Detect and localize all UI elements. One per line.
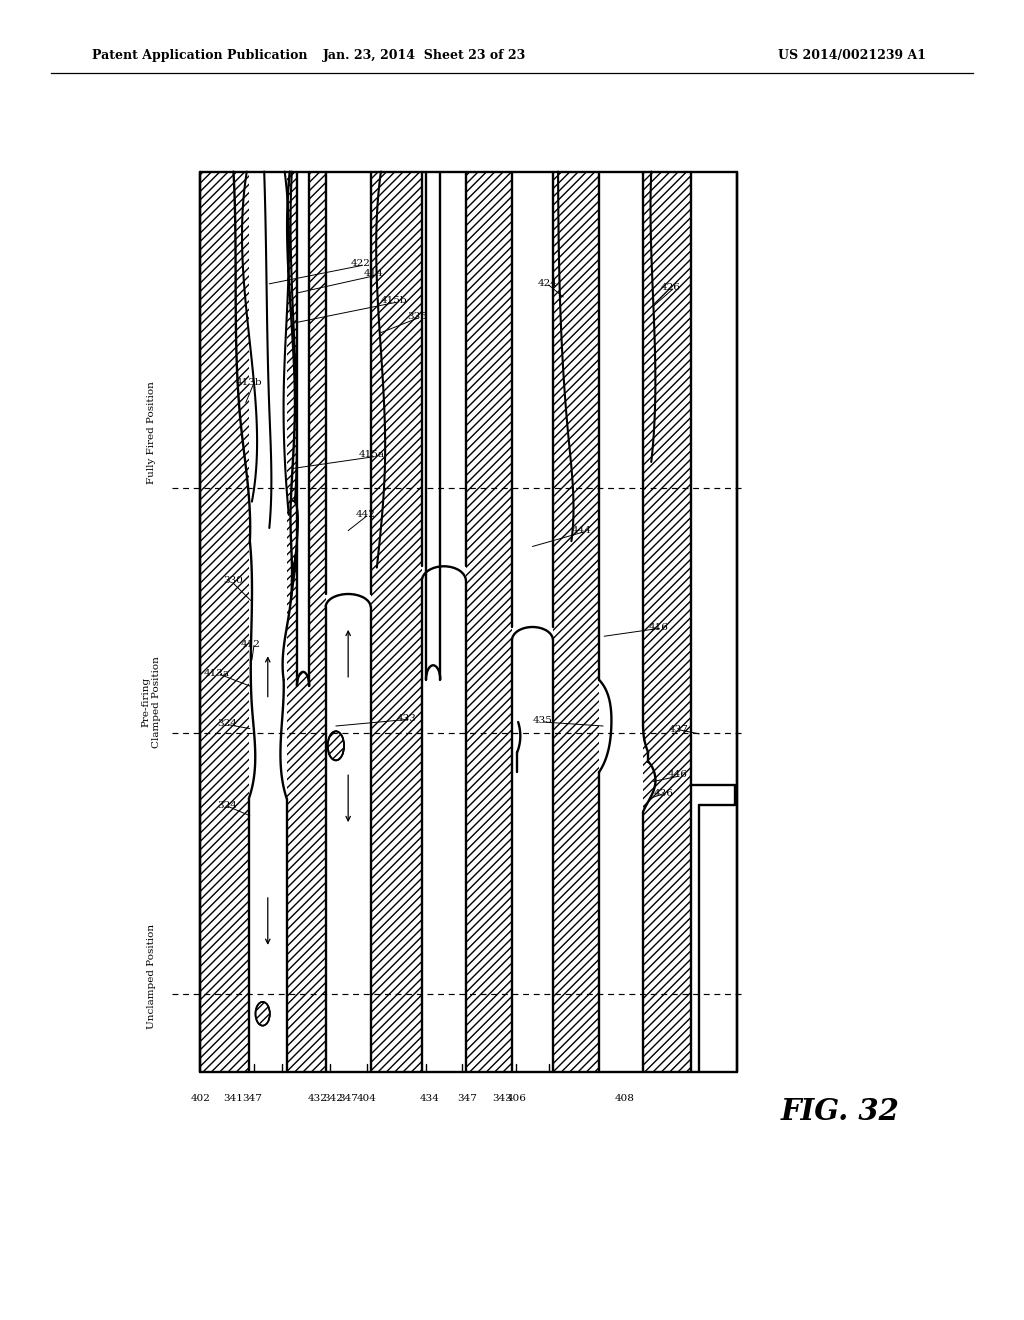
Text: 412: 412: [241, 640, 261, 648]
Text: 341: 341: [223, 1094, 244, 1102]
Text: 414: 414: [364, 269, 384, 277]
Text: 442: 442: [355, 511, 376, 519]
Text: 347: 347: [457, 1094, 477, 1102]
Text: 444: 444: [571, 527, 592, 535]
Text: 416: 416: [648, 623, 669, 631]
Polygon shape: [200, 172, 737, 1072]
Text: 432: 432: [307, 1094, 328, 1102]
Polygon shape: [691, 172, 737, 772]
Text: US 2014/0021239 A1: US 2014/0021239 A1: [778, 49, 927, 62]
Text: Unclamped Position: Unclamped Position: [147, 924, 156, 1030]
Text: Fully Fired Position: Fully Fired Position: [147, 381, 156, 484]
Text: 426: 426: [660, 284, 681, 292]
Text: 335: 335: [407, 313, 427, 321]
Text: 406: 406: [507, 1094, 527, 1102]
Text: Pre-firing
Clamped Position: Pre-firing Clamped Position: [142, 656, 161, 748]
Text: 436: 436: [653, 789, 674, 797]
Polygon shape: [512, 627, 553, 1072]
Text: 342: 342: [323, 1094, 343, 1102]
Ellipse shape: [328, 731, 344, 760]
Text: 324: 324: [217, 801, 238, 809]
Text: 415b: 415b: [381, 297, 408, 305]
Polygon shape: [426, 172, 440, 667]
Text: 435: 435: [532, 717, 553, 725]
Text: Jan. 23, 2014  Sheet 23 of 23: Jan. 23, 2014 Sheet 23 of 23: [324, 49, 526, 62]
Polygon shape: [512, 172, 553, 627]
Text: Patent Application Publication: Patent Application Publication: [92, 49, 307, 62]
Text: 437: 437: [669, 726, 689, 734]
Polygon shape: [249, 172, 287, 1072]
Polygon shape: [692, 172, 736, 784]
Text: 347: 347: [242, 1094, 262, 1102]
Polygon shape: [326, 601, 371, 1072]
Polygon shape: [422, 172, 466, 574]
Polygon shape: [512, 627, 553, 779]
Text: 415a: 415a: [358, 450, 385, 458]
Text: 413b: 413b: [236, 379, 262, 387]
Text: 408: 408: [614, 1094, 635, 1102]
Text: 343: 343: [492, 1094, 512, 1102]
Ellipse shape: [256, 1002, 270, 1026]
Text: 330: 330: [223, 577, 244, 585]
Text: FIG. 32: FIG. 32: [780, 1097, 899, 1126]
Text: 424: 424: [538, 280, 558, 288]
Polygon shape: [599, 627, 643, 1072]
Polygon shape: [297, 172, 309, 672]
Polygon shape: [599, 172, 643, 627]
Polygon shape: [691, 785, 736, 1072]
Text: 402: 402: [190, 1094, 211, 1102]
Text: 446: 446: [668, 771, 688, 779]
Text: 404: 404: [356, 1094, 377, 1102]
Text: 413a: 413a: [204, 669, 230, 677]
Text: 347: 347: [338, 1094, 358, 1102]
Text: 433: 433: [396, 714, 417, 722]
Text: 422: 422: [350, 260, 371, 268]
Text: 324: 324: [217, 719, 238, 727]
Polygon shape: [695, 805, 737, 1072]
Polygon shape: [422, 574, 466, 1072]
Text: 434: 434: [420, 1094, 440, 1102]
Polygon shape: [326, 172, 371, 601]
